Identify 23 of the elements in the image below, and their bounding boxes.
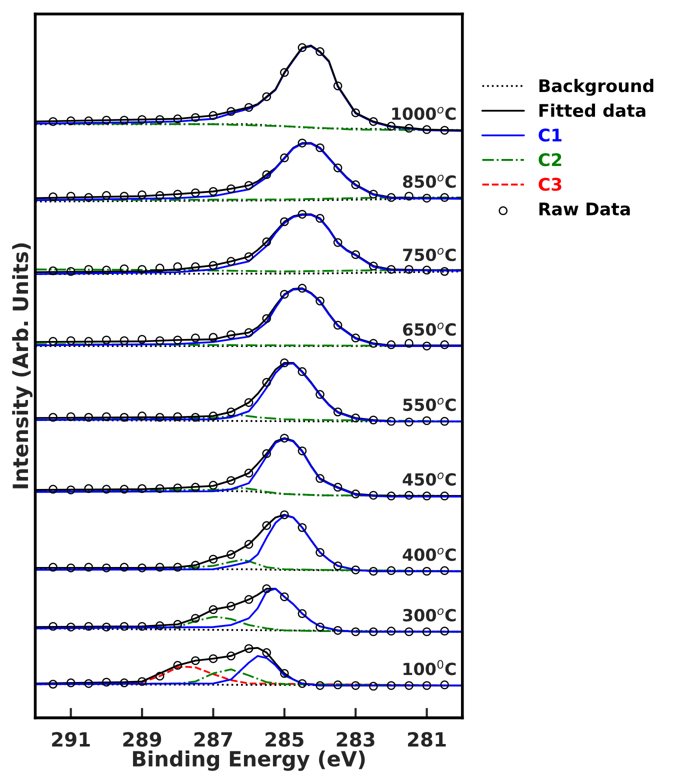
annotation: 650$^{o}$C bbox=[403, 322, 456, 336]
legend-label: Fitted data bbox=[539, 104, 646, 118]
x-tick-label: 287 bbox=[194, 732, 232, 747]
legend-label: Raw Data bbox=[539, 202, 630, 216]
x-tick-label: 291 bbox=[52, 732, 90, 747]
x-tick-label: 289 bbox=[123, 732, 162, 747]
y-axis-title: Intensity (Arb. Units) bbox=[12, 243, 32, 488]
legend-label: C2 bbox=[538, 153, 562, 166]
annotation: 450$^{o}$C bbox=[402, 472, 456, 486]
annotation: 550$^{o}$C bbox=[403, 398, 456, 412]
annotation: 850$^{o}$C bbox=[403, 174, 456, 188]
legend-label: Background bbox=[539, 78, 654, 96]
legend-label: C3 bbox=[538, 178, 562, 191]
annotation: 1000$^{o}$C bbox=[392, 106, 456, 120]
x-tick-label: 283 bbox=[336, 732, 374, 747]
x-axis-title: Binding Energy (eV) bbox=[133, 750, 365, 771]
annotation: 100$^{0}$C bbox=[404, 660, 456, 676]
x-tick-label: 285 bbox=[266, 732, 304, 747]
annotation: 400$^{o}$C bbox=[402, 548, 456, 561]
legend-label: C1 bbox=[538, 128, 562, 142]
annotation: 750$^{o}$C bbox=[403, 248, 456, 262]
annotation: 300$^{o}$C bbox=[403, 608, 456, 622]
x-tick-label: 281 bbox=[408, 732, 446, 747]
